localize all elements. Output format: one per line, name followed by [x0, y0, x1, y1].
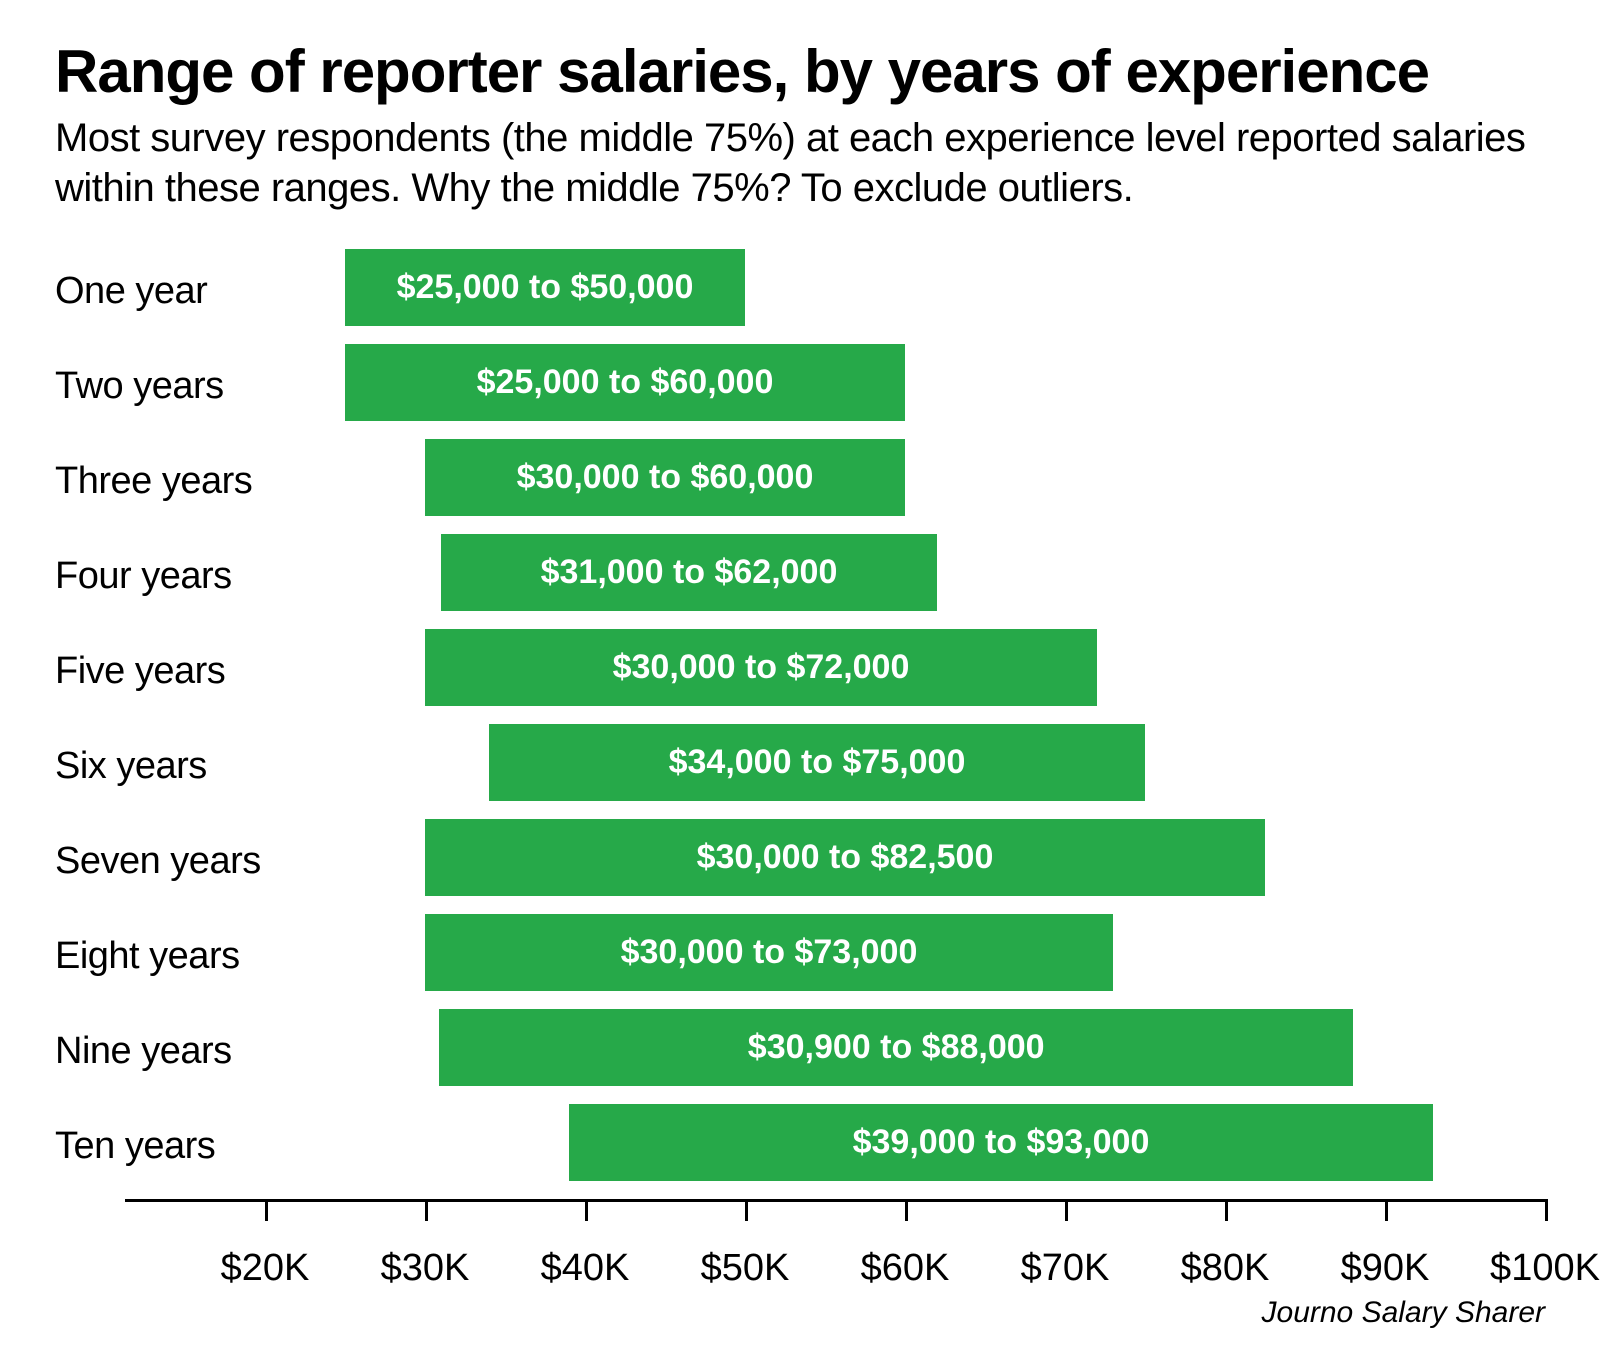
- range-bar: $25,000 to $60,000: [345, 344, 905, 421]
- row-label: Eight years: [55, 908, 265, 1003]
- x-axis-tick: [1225, 1199, 1228, 1221]
- x-axis-tick-label: $80K: [1181, 1247, 1270, 1290]
- row-plot: $30,000 to $73,000: [265, 908, 1545, 1003]
- chart-row: Seven years $30,000 to $82,500: [55, 813, 1545, 908]
- row-label: Two years: [55, 338, 265, 433]
- row-label: Ten years: [55, 1098, 265, 1193]
- chart-container: Range of reporter salaries, by years of …: [0, 0, 1600, 1350]
- chart-row: Two years $25,000 to $60,000: [55, 338, 1545, 433]
- chart-source: Journo Salary Sharer: [1262, 1296, 1545, 1330]
- x-axis-tick-label: $20K: [221, 1247, 310, 1290]
- row-label: Seven years: [55, 813, 265, 908]
- row-plot: $25,000 to $50,000: [265, 243, 1545, 338]
- row-label: Three years: [55, 433, 265, 528]
- row-plot: $25,000 to $60,000: [265, 338, 1545, 433]
- x-axis-tick: [745, 1199, 748, 1221]
- row-plot: $39,000 to $93,000: [265, 1098, 1545, 1193]
- x-axis-tick: [265, 1199, 268, 1221]
- range-bar-label: $30,000 to $72,000: [613, 648, 910, 687]
- range-bar: $34,000 to $75,000: [489, 724, 1145, 801]
- x-axis-tick: [1545, 1199, 1548, 1221]
- x-axis-tick: [425, 1199, 428, 1221]
- range-bar-label: $30,000 to $82,500: [697, 838, 994, 877]
- x-axis-tick-label: $90K: [1341, 1247, 1430, 1290]
- range-bar-label: $34,000 to $75,000: [669, 743, 966, 782]
- x-axis-tick-label: $50K: [701, 1247, 790, 1290]
- range-bar-label: $31,000 to $62,000: [541, 553, 838, 592]
- row-label: Six years: [55, 718, 265, 813]
- range-bar-chart: One year $25,000 to $50,000 Two years $25,0…: [55, 243, 1545, 1307]
- chart-row: One year $25,000 to $50,000: [55, 243, 1545, 338]
- chart-subtitle: Most survey respondents (the middle 75%)…: [55, 113, 1545, 213]
- chart-row: Five years $30,000 to $72,000: [55, 623, 1545, 718]
- x-axis-tick: [1385, 1199, 1388, 1221]
- range-bar-label: $30,900 to $88,000: [748, 1028, 1045, 1067]
- chart-title: Range of reporter salaries, by years of …: [55, 40, 1545, 103]
- range-bar: $25,000 to $50,000: [345, 249, 745, 326]
- x-axis-tick-label: $100K: [1490, 1247, 1600, 1290]
- row-plot: $30,900 to $88,000: [265, 1003, 1545, 1098]
- row-label: Nine years: [55, 1003, 265, 1098]
- row-label: Four years: [55, 528, 265, 623]
- x-axis-tick-label: $70K: [1021, 1247, 1110, 1290]
- range-bar: $31,000 to $62,000: [441, 534, 937, 611]
- range-bar: $30,000 to $73,000: [425, 914, 1113, 991]
- x-axis-tick-label: $40K: [541, 1247, 630, 1290]
- range-bar: $30,000 to $60,000: [425, 439, 905, 516]
- x-axis-tick: [905, 1199, 908, 1221]
- row-plot: $30,000 to $82,500: [265, 813, 1545, 908]
- range-bar: $30,000 to $82,500: [425, 819, 1265, 896]
- row-plot: $30,000 to $72,000: [265, 623, 1545, 718]
- chart-row: Ten years $39,000 to $93,000: [55, 1098, 1545, 1193]
- range-bar: $39,000 to $93,000: [569, 1104, 1433, 1181]
- range-bar: $30,000 to $72,000: [425, 629, 1097, 706]
- row-plot: $31,000 to $62,000: [265, 528, 1545, 623]
- chart-row: Nine years $30,900 to $88,000: [55, 1003, 1545, 1098]
- chart-row: Eight years $30,000 to $73,000: [55, 908, 1545, 1003]
- x-axis-tick-label: $60K: [861, 1247, 950, 1290]
- range-bar-label: $25,000 to $60,000: [477, 363, 774, 402]
- range-bar-label: $39,000 to $93,000: [853, 1123, 1150, 1162]
- row-plot: $34,000 to $75,000: [265, 718, 1545, 813]
- row-label: Five years: [55, 623, 265, 718]
- row-label: One year: [55, 243, 265, 338]
- chart-row: Four years $31,000 to $62,000: [55, 528, 1545, 623]
- x-axis-tick: [1065, 1199, 1068, 1221]
- chart-row: Six years $34,000 to $75,000: [55, 718, 1545, 813]
- x-axis-ticks: [265, 1202, 1545, 1222]
- x-axis-tick-label: $30K: [381, 1247, 470, 1290]
- range-bar-label: $30,000 to $60,000: [517, 458, 814, 497]
- chart-row: Three years $30,000 to $60,000: [55, 433, 1545, 528]
- range-bar-label: $30,000 to $73,000: [621, 933, 918, 972]
- range-bar: $30,900 to $88,000: [439, 1009, 1353, 1086]
- row-plot: $30,000 to $60,000: [265, 433, 1545, 528]
- x-axis-tick: [585, 1199, 588, 1221]
- range-bar-label: $25,000 to $50,000: [397, 268, 694, 307]
